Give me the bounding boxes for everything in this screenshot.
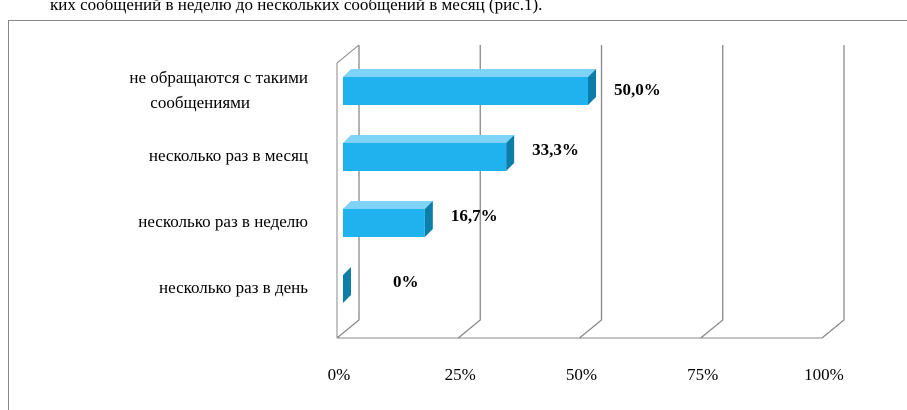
data-label: 0% (393, 272, 419, 291)
bar (343, 201, 433, 237)
axis-wall (336, 44, 360, 338)
y-tick-label: несколько раз в неделю (138, 212, 308, 231)
bar-side (506, 135, 515, 171)
bar-front (343, 209, 425, 237)
bar (343, 267, 351, 303)
bar-top (343, 135, 515, 143)
data-label: 33,3% (532, 140, 579, 159)
x-tick-label: 25% (445, 365, 476, 384)
x-tick-label: 100% (804, 365, 844, 384)
grid-line (700, 45, 724, 339)
x-tick-label: 50% (566, 365, 597, 384)
bar-front (343, 77, 588, 105)
y-tick-label: не обращаются с такими сообщениями (129, 68, 308, 112)
x-tick-label: 75% (687, 365, 718, 384)
bar-side (343, 267, 351, 303)
data-label: 16,7% (451, 206, 498, 225)
bar (343, 69, 596, 105)
bar (343, 135, 515, 171)
y-tick-label: несколько раз в месяц (149, 146, 308, 165)
y-tick-label: несколько раз в день (159, 278, 308, 297)
data-label: 50,0% (614, 80, 661, 99)
bar-front (343, 143, 507, 171)
bar-side (588, 69, 596, 105)
bar-top (343, 69, 596, 77)
caption: ких сообщений в неделю до нескольких соо… (50, 0, 542, 14)
grid-line (579, 45, 603, 339)
bar-side (424, 201, 433, 237)
chart-border (8, 20, 907, 410)
grid-line (821, 45, 845, 339)
bar-top (343, 201, 433, 209)
x-tick-label: 0% (328, 365, 351, 384)
